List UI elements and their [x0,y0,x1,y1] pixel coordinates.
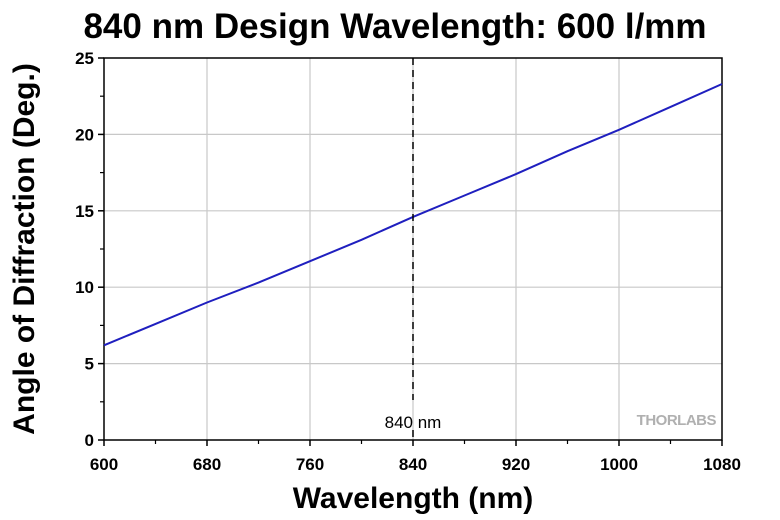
y-tick-label: 25 [75,49,94,68]
minor-ticks [98,57,723,446]
y-tick-label: 5 [85,355,94,374]
y-tick-labels: 0 5 10 15 20 25 [75,49,94,450]
x-tick-labels: 600 680 760 840 920 1000 1080 [90,455,741,474]
y-tick-label: 20 [75,125,94,144]
x-tick-label: 840 [399,455,427,474]
y-axis-label: Angle of Diffraction (Deg.) [8,63,41,435]
y-tick-label: 10 [75,278,94,297]
thorlabs-watermark: THORLABS [637,412,717,429]
marker-group: 840 nm [385,58,442,440]
y-tick-label: 0 [85,431,94,450]
x-tick-label: 760 [296,455,324,474]
marker-label: 840 nm [385,413,442,432]
chart-title: 840 nm Design Wavelength: 600 l/mm [83,7,706,46]
y-tick-label: 15 [75,202,94,221]
x-tick-label: 920 [502,455,530,474]
x-tick-label: 680 [193,455,221,474]
x-tick-label: 600 [90,455,118,474]
x-tick-label: 1000 [600,455,638,474]
x-tick-label: 1080 [703,455,741,474]
x-axis-label: Wavelength (nm) [293,482,534,515]
